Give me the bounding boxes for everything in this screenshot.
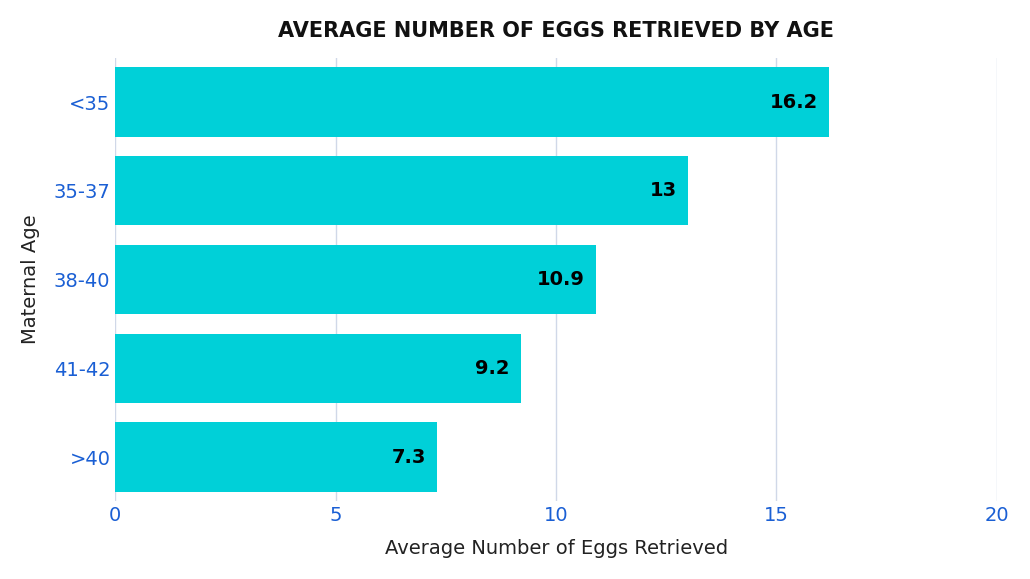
Text: 10.9: 10.9 [537,270,585,289]
Bar [115,245,595,314]
Text: 16.2: 16.2 [770,93,819,112]
Text: 7.3: 7.3 [391,448,426,467]
Text: 13: 13 [650,181,678,200]
X-axis label: Average Number of Eggs Retrieved: Average Number of Eggs Retrieved [384,539,727,558]
Y-axis label: Maternal Age: Maternal Age [21,215,40,345]
Bar [115,334,521,403]
Bar [115,423,437,492]
Text: 9.2: 9.2 [475,359,510,378]
Bar [115,67,829,137]
Title: AVERAGE NUMBER OF EGGS RETRIEVED BY AGE: AVERAGE NUMBER OF EGGS RETRIEVED BY AGE [278,21,834,41]
Bar [115,156,688,225]
